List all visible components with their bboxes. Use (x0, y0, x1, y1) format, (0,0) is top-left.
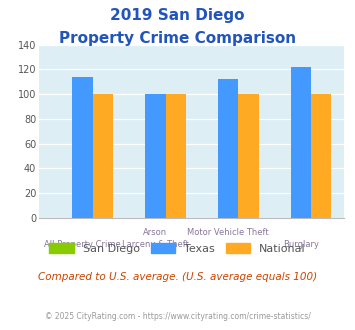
Text: Property Crime Comparison: Property Crime Comparison (59, 31, 296, 46)
Bar (165, 94, 186, 218)
Text: © 2025 CityRating.com - https://www.cityrating.com/crime-statistics/: © 2025 CityRating.com - https://www.city… (45, 312, 310, 321)
Text: 2019 San Diego: 2019 San Diego (110, 8, 245, 23)
Text: Larceny & Theft: Larceny & Theft (122, 240, 189, 249)
Bar (290, 67, 311, 218)
Bar (238, 94, 258, 218)
Bar (72, 77, 93, 218)
Bar (311, 94, 331, 218)
Text: Compared to U.S. average. (U.S. average equals 100): Compared to U.S. average. (U.S. average … (38, 272, 317, 282)
Bar (218, 79, 238, 218)
Text: Burglary: Burglary (283, 240, 319, 249)
Text: All Property Crime: All Property Crime (44, 240, 121, 249)
Bar (93, 94, 113, 218)
Text: Arson: Arson (143, 228, 168, 237)
Legend: San Diego, Texas, National: San Diego, Texas, National (45, 238, 310, 258)
Bar (145, 94, 165, 218)
Text: Motor Vehicle Theft: Motor Vehicle Theft (187, 228, 269, 237)
